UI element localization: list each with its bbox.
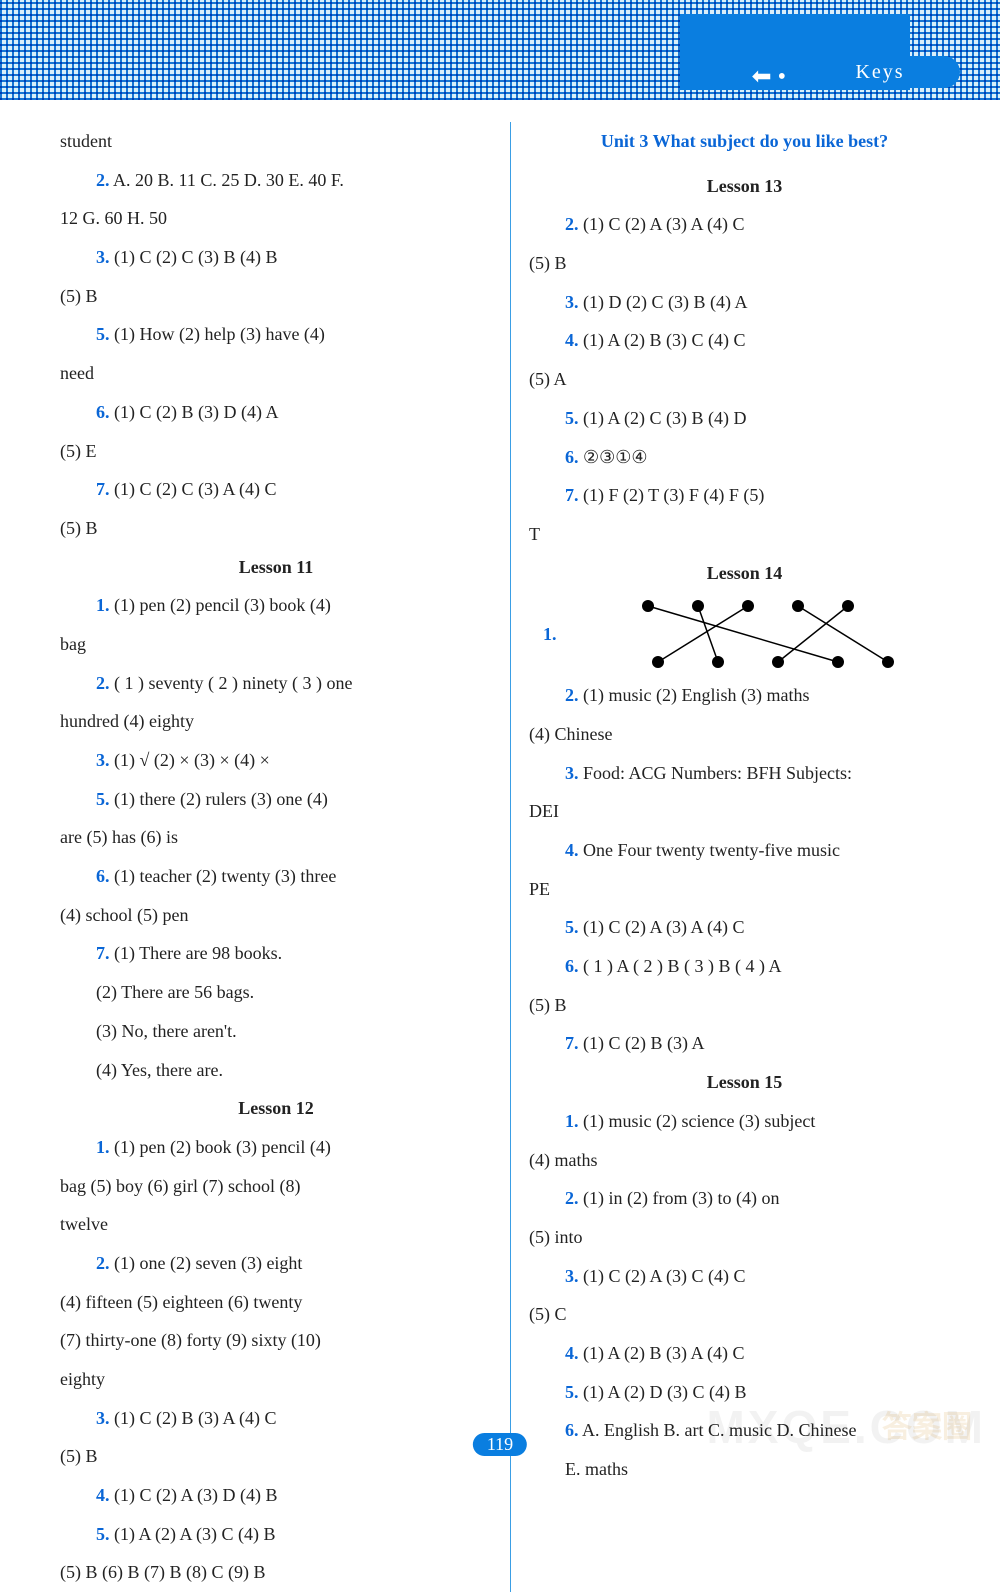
text: 7. (1) There are 98 books. <box>60 934 492 973</box>
text: 12 G. 60 H. 50 <box>60 199 492 238</box>
text: (2) There are 56 bags. <box>60 973 492 1012</box>
text: (5) B <box>529 986 960 1025</box>
lesson-heading: Lesson 12 <box>60 1089 492 1128</box>
text: 2. (1) music (2) English (3) maths <box>529 676 960 715</box>
text: (5) B <box>60 277 492 316</box>
text: 3. (1) C (2) C (3) B (4) B <box>60 238 492 277</box>
text: 5. (1) A (2) A (3) C (4) B <box>60 1515 492 1554</box>
text: 7. (1) C (2) B (3) A <box>529 1024 960 1063</box>
text: 1. (1) pen (2) book (3) pencil (4) <box>60 1128 492 1167</box>
text: 3. (1) C (2) B (3) A (4) C <box>60 1399 492 1438</box>
text: 5. (1) there (2) rulers (3) one (4) <box>60 780 492 819</box>
text: (5) E <box>60 432 492 471</box>
text: (4) Chinese <box>529 715 960 754</box>
text: (5) B (6) B (7) B (8) C (9) B <box>60 1553 492 1592</box>
matching-diagram <box>618 594 898 674</box>
content-area: student 2. A. 20 B. 11 C. 25 D. 30 E. 40… <box>0 100 1000 1592</box>
text: 1. (1) music (2) science (3) subject <box>529 1102 960 1141</box>
text: (5) B <box>60 509 492 548</box>
text: 5. (1) How (2) help (3) have (4) <box>60 315 492 354</box>
text: (3) No, there aren't. <box>60 1012 492 1051</box>
text: (7) thirty-one (8) forty (9) sixty (10) <box>60 1321 492 1360</box>
header-pattern: ⬅ • Keys <box>0 0 1000 100</box>
text: (4) school (5) pen <box>60 896 492 935</box>
text: need <box>60 354 492 393</box>
text: 7. (1) C (2) C (3) A (4) C <box>60 470 492 509</box>
text: 2. (1) one (2) seven (3) eight <box>60 1244 492 1283</box>
text: 4. One Four twenty twenty-five music <box>529 831 960 870</box>
text: are (5) has (6) is <box>60 818 492 857</box>
text: 2. (1) C (2) A (3) A (4) C <box>529 205 960 244</box>
match-row: 1. <box>529 592 960 676</box>
lesson-heading: Lesson 14 <box>529 554 960 593</box>
text: PE <box>529 870 960 909</box>
q-number: 1. <box>543 615 557 654</box>
text: T <box>529 515 960 554</box>
text: 4. (1) C (2) A (3) D (4) B <box>60 1476 492 1515</box>
text: 6. (1) teacher (2) twenty (3) three <box>60 857 492 896</box>
text: (4) Yes, there are. <box>60 1051 492 1090</box>
right-column: Unit 3 What subject do you like best? Le… <box>510 122 960 1592</box>
text: DEI <box>529 792 960 831</box>
text: 2. ( 1 ) seventy ( 2 ) ninety ( 3 ) one <box>60 664 492 703</box>
text: (5) A <box>529 360 960 399</box>
text: 6. (1) C (2) B (3) D (4) A <box>60 393 492 432</box>
text: 6. ( 1 ) A ( 2 ) B ( 3 ) B ( 4 ) A <box>529 947 960 986</box>
keys-label: Keys <box>800 56 960 88</box>
lesson-heading: Lesson 13 <box>529 167 960 206</box>
text: 1. (1) pen (2) pencil (3) book (4) <box>60 586 492 625</box>
page-number: 119 <box>473 1433 527 1456</box>
lesson-heading: Lesson 15 <box>529 1063 960 1102</box>
text: 2. A. 20 B. 11 C. 25 D. 30 E. 40 F. <box>60 161 492 200</box>
text: 3. Food: ACG Numbers: BFH Subjects: <box>529 754 960 793</box>
text: (5) into <box>529 1218 960 1257</box>
text: (4) maths <box>529 1141 960 1180</box>
watermark: 答案圈 <box>882 1402 972 1446</box>
text: 2. (1) in (2) from (3) to (4) on <box>529 1179 960 1218</box>
text: bag (5) boy (6) girl (7) school (8) <box>60 1167 492 1206</box>
text: twelve <box>60 1205 492 1244</box>
unit-title: Unit 3 What subject do you like best? <box>529 122 960 161</box>
arrow-icon: ⬅ • <box>751 62 786 91</box>
text: 7. (1) F (2) T (3) F (4) F (5) <box>529 476 960 515</box>
text: 3. (1) D (2) C (3) B (4) A <box>529 283 960 322</box>
text: (5) B <box>529 244 960 283</box>
text: (5) C <box>529 1295 960 1334</box>
text: student <box>60 122 492 161</box>
text: 4. (1) A (2) B (3) A (4) C <box>529 1334 960 1373</box>
lesson-heading: Lesson 11 <box>60 548 492 587</box>
text: 4. (1) A (2) B (3) C (4) C <box>529 321 960 360</box>
text: (5) B <box>60 1437 492 1476</box>
text: 5. (1) C (2) A (3) A (4) C <box>529 908 960 947</box>
text: 5. (1) A (2) C (3) B (4) D <box>529 399 960 438</box>
text: 6. ②③①④ <box>529 438 960 477</box>
text: 3. (1) C (2) A (3) C (4) C <box>529 1257 960 1296</box>
text: (4) fifteen (5) eighteen (6) twenty <box>60 1283 492 1322</box>
text: bag <box>60 625 492 664</box>
text: 3. (1) √ (2) × (3) × (4) × <box>60 741 492 780</box>
left-column: student 2. A. 20 B. 11 C. 25 D. 30 E. 40… <box>60 122 510 1592</box>
text: hundred (4) eighty <box>60 702 492 741</box>
text: eighty <box>60 1360 492 1399</box>
text: E. maths <box>529 1450 960 1489</box>
